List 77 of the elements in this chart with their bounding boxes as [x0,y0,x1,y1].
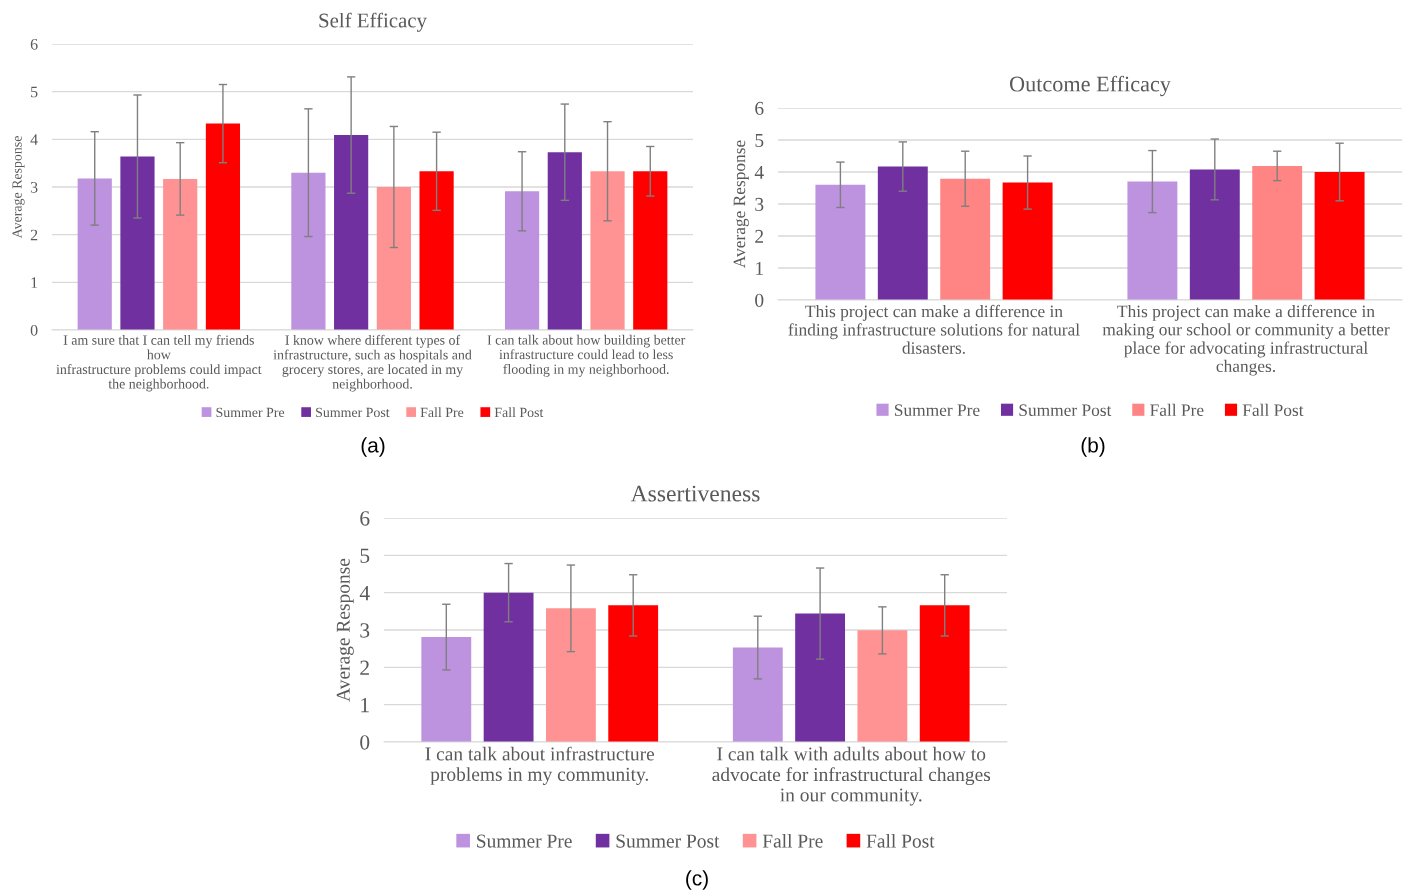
bar [77,178,112,330]
legend-label: Summer Post [316,407,390,418]
y-tick-label: 3 [360,623,370,638]
bar [1314,172,1365,300]
y-tick-label: 6 [30,38,38,50]
legend-label: Summer Pre [894,404,980,416]
bar [547,152,582,330]
legend-label: Summer Pre [216,407,285,418]
y-tick-label: 1 [31,277,38,288]
legend-label: Fall Pre [762,833,823,848]
bar [545,608,596,742]
bar [1002,182,1053,300]
bar [1252,165,1303,300]
y-tick-label: 5 [755,134,764,147]
bar [795,613,846,742]
bar [732,647,783,742]
bar [608,605,659,742]
x-tick-label: This project can make a difference in making our school or community a better place for advocating infrastructural changes. [1102,304,1390,376]
bar [163,178,198,330]
text: (a) [361,437,385,457]
legend-label: Fall Pre [1150,403,1204,416]
bar [877,166,928,300]
bar [815,184,866,300]
y-tick-label: 1 [756,261,763,275]
text: (b) [1081,437,1105,457]
bar [291,172,326,330]
bar [334,135,369,330]
bar [1189,169,1240,300]
x-tick-label: I can talk about how building better infrastructure could lead to less flooding in my neighborhood. [487,334,686,377]
bar [120,156,155,330]
y-tick-label: 6 [360,511,370,526]
y-axis-title: Average Response [733,140,749,269]
legend-label: Fall Post [866,833,935,848]
y-tick-label: 2 [360,660,369,675]
legend-label: Summer Post [616,834,720,848]
bar [419,171,454,330]
y-tick-label: 3 [755,197,764,211]
bar [633,171,668,330]
bar [504,191,540,330]
legend-label: Summer Pre [477,834,572,848]
y-tick-label: 2 [755,229,764,243]
x-tick-label: I can talk about infrastructure problems in my community. [425,746,655,785]
bar [421,637,472,742]
bar [857,630,908,742]
y-tick-label: 5 [31,86,38,98]
y-tick-label: 6 [755,101,764,115]
bar [1127,181,1178,300]
chart-title: Outcome Efficacy [1009,75,1171,97]
y-tick-label: 5 [360,548,370,564]
x-tick-label: I am sure that I can tell my friends how infrastructure problems could impact the neighborhood. [56,334,262,392]
legend-label: Fall Pre [420,407,464,418]
bar [205,123,241,330]
y-axis-title: Average Response [336,558,354,702]
y-tick-label: 4 [754,165,764,179]
y-tick-label: 4 [359,585,370,601]
y-tick-label: 0 [755,293,764,307]
y-tick-label: 3 [30,181,38,193]
text: (c) [686,870,708,890]
chart-title: Self Efficacy [319,12,427,32]
x-tick-label: This project can make a difference in finding infrastructure solutions for natural disasters. [788,304,1080,354]
legend-label: Fall Post [1242,403,1304,416]
chart-title: Assertiveness [630,485,760,502]
y-tick-label: 2 [30,229,38,241]
bar [919,605,970,742]
legend-label: Summer Post [1019,404,1112,416]
bar [483,592,534,742]
x-tick-label: I know where different types of infrastructure, such as hospitals and grocery stores, are located in my neighborhood. [273,334,472,392]
bar [590,171,625,330]
bar [376,187,411,330]
legend-label: Fall Post [494,407,544,418]
y-tick-label: 0 [30,324,38,336]
y-tick-label: 0 [360,735,370,750]
x-tick-label: I can talk with adults about how to advocate for infrastructural changes in our community. [712,746,991,806]
y-tick-label: 1 [361,697,369,713]
bar [940,178,991,300]
y-tick-label: 4 [30,134,38,145]
y-axis-title: Average Response [12,136,25,239]
